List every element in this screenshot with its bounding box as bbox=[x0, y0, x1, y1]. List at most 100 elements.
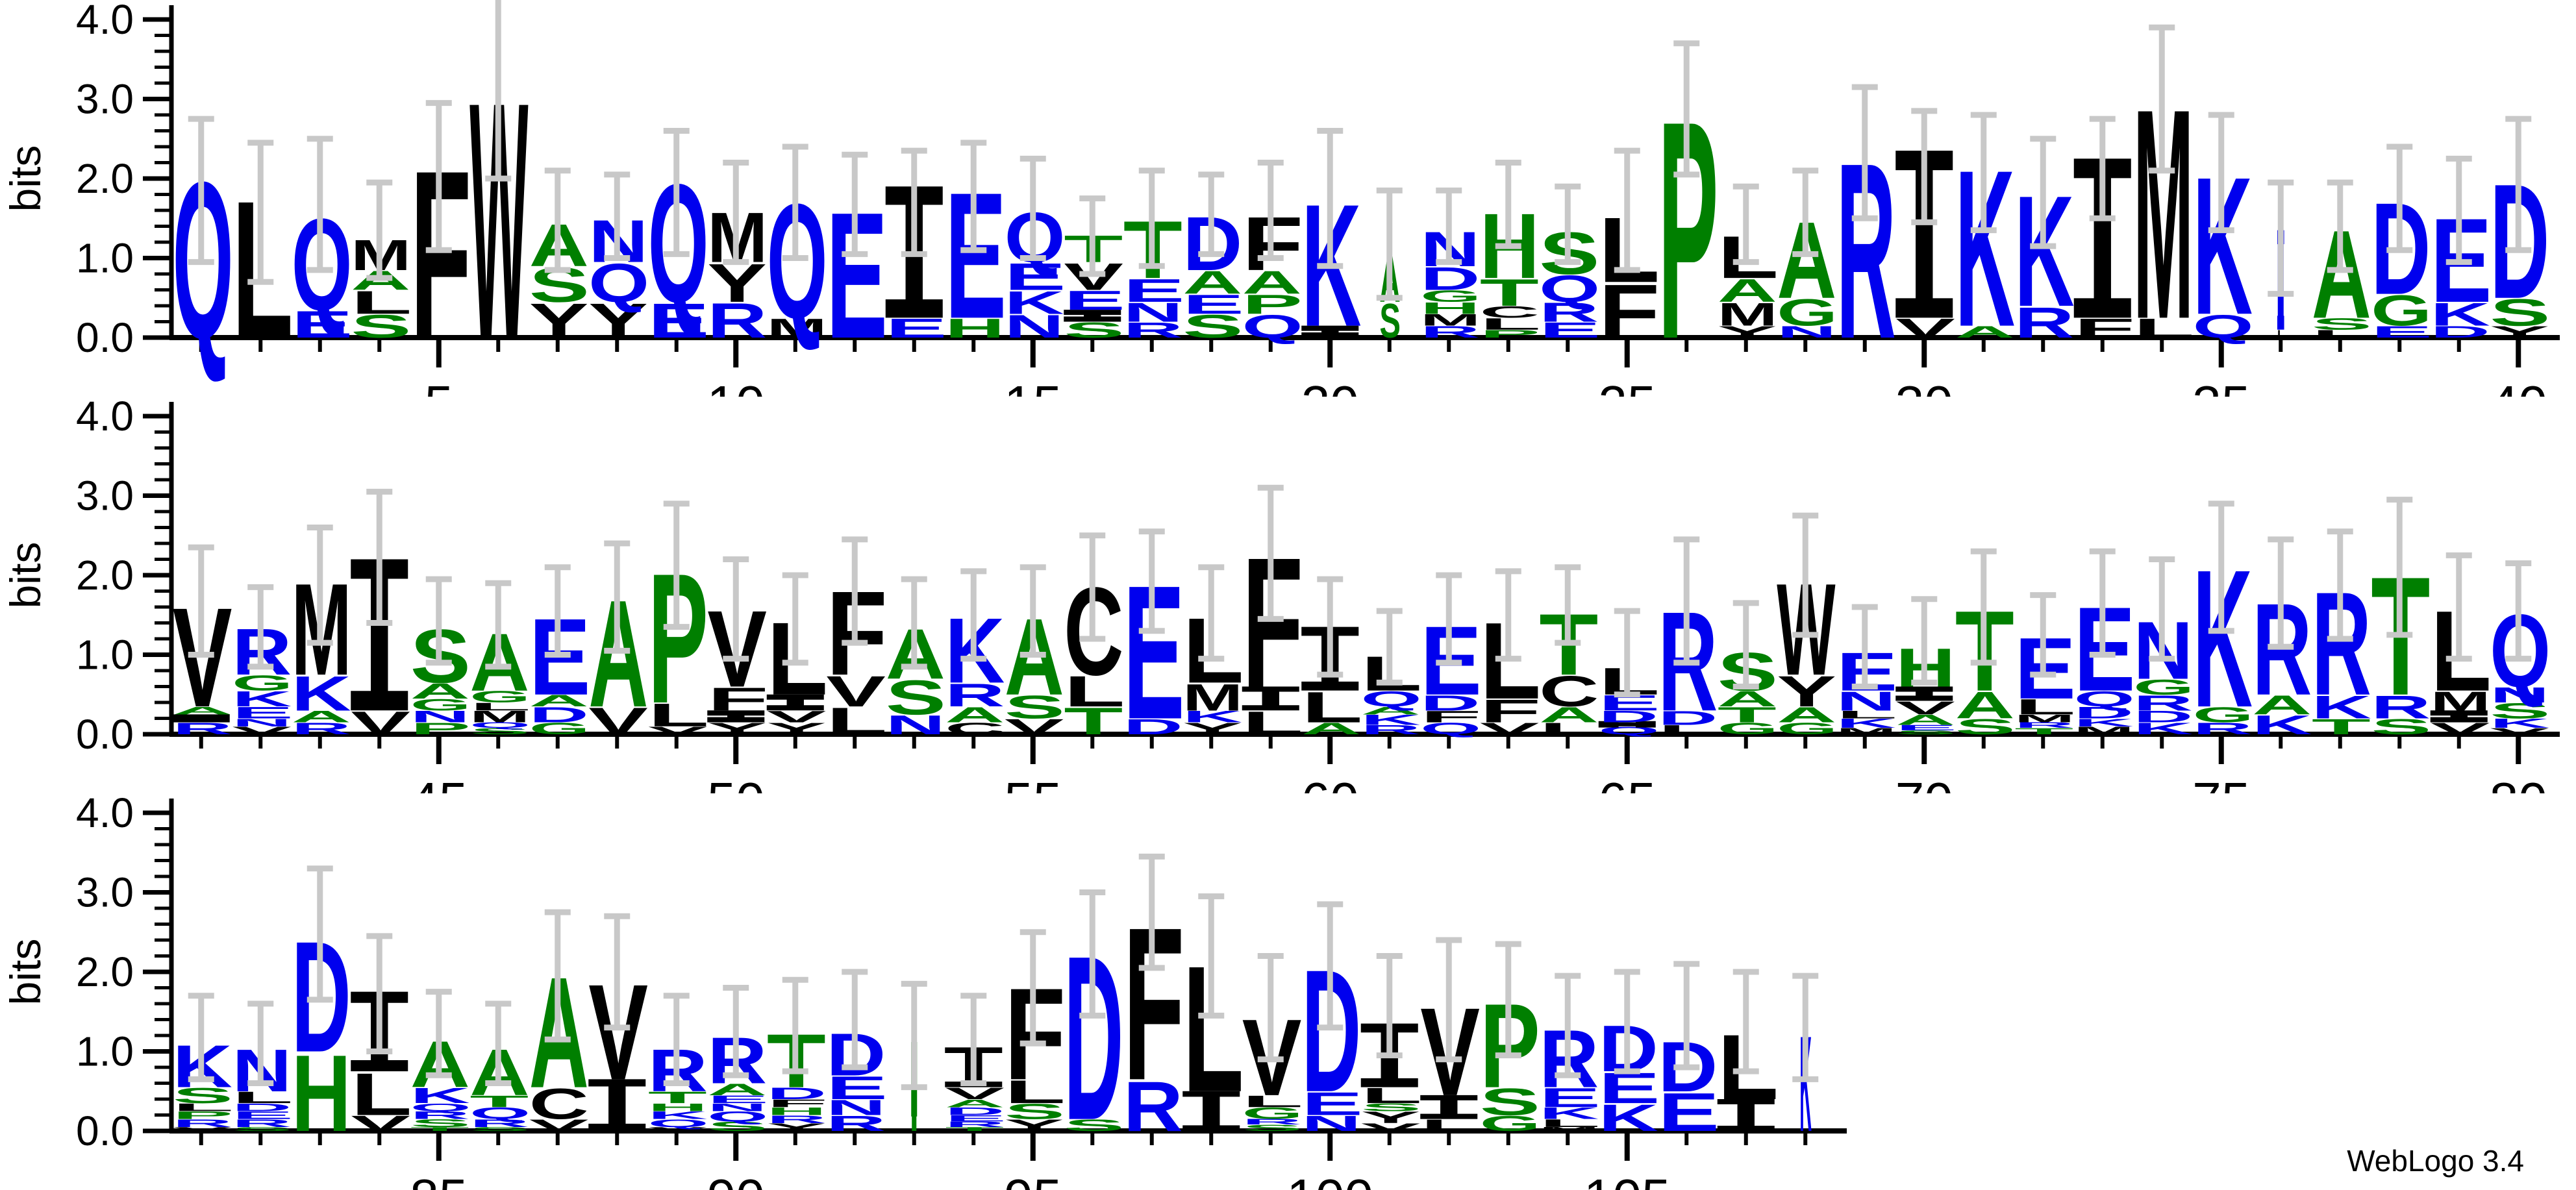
residue-letter-L: L bbox=[1539, 719, 1600, 738]
residue-letter-V: V bbox=[2431, 719, 2490, 738]
residue-letter-R: R bbox=[2133, 691, 2193, 715]
residue-letter-G: G bbox=[1480, 1111, 1541, 1136]
residue-letter-V: V bbox=[351, 704, 410, 741]
residue-letter-C: C bbox=[529, 1080, 589, 1128]
logo-column-53: NSA bbox=[886, 615, 946, 741]
residue-letter-G: G bbox=[2371, 286, 2432, 335]
x-tick-label: 10 bbox=[707, 375, 765, 397]
x-tick-label: 95 bbox=[1004, 1169, 1062, 1190]
residue-letter-A: A bbox=[1361, 704, 1421, 717]
residue-letter-H: H bbox=[1420, 299, 1480, 317]
residue-letter-V: V bbox=[529, 1116, 589, 1134]
error-bar bbox=[604, 913, 631, 1031]
residue-letter-N: N bbox=[826, 1095, 886, 1119]
residue-letter-Q: Q bbox=[1361, 687, 1422, 712]
residue-letter-G: G bbox=[410, 696, 471, 714]
residue-letter-S: S bbox=[886, 670, 946, 725]
error-bar bbox=[247, 140, 274, 285]
residue-letter-A: A bbox=[1539, 702, 1599, 726]
residue-letter-V: V bbox=[945, 1084, 1005, 1102]
error-bar bbox=[1376, 953, 1403, 1059]
y-tick-label: 2.0 bbox=[76, 948, 134, 995]
residue-letter-D: D bbox=[529, 702, 589, 726]
residue-letter-L: L bbox=[1064, 667, 1125, 716]
logo-column-100: NED bbox=[1301, 934, 1363, 1135]
residue-letter-F: F bbox=[2074, 313, 2135, 343]
x-tick-label: 15 bbox=[1004, 375, 1062, 397]
residue-letter-R: R bbox=[1123, 1067, 1183, 1146]
weblogo-version-label: WebLogo 3.4 bbox=[2347, 1144, 2524, 1178]
error-bar bbox=[544, 167, 571, 273]
residue-letter-S: S bbox=[351, 308, 411, 345]
residue-letter-G: G bbox=[1718, 719, 1779, 738]
y-tick-label: 1.0 bbox=[76, 235, 134, 282]
error-bar bbox=[2208, 112, 2234, 234]
residue-letter-Q: Q bbox=[469, 1104, 531, 1122]
residue-letter-K: K bbox=[648, 1109, 708, 1122]
residue-letter-Q: Q bbox=[1242, 308, 1303, 345]
residue-letter-I bbox=[1182, 1091, 1240, 1131]
logo-column-60: AL bbox=[1301, 626, 1363, 738]
residue-letter-G: G bbox=[1242, 1104, 1303, 1122]
residue-letter-A: A bbox=[529, 692, 589, 710]
y-tick-label: 3.0 bbox=[76, 869, 134, 916]
residue-letter-R: R bbox=[469, 1117, 529, 1130]
error-bar bbox=[2505, 560, 2532, 662]
residue-letter-S: S bbox=[1480, 1080, 1540, 1123]
error-bar bbox=[544, 909, 571, 1043]
residue-letter-G: G bbox=[2193, 702, 2254, 727]
x-tick-label: 25 bbox=[1598, 375, 1656, 397]
residue-letter-R: R bbox=[1123, 318, 1183, 342]
error-bar bbox=[1673, 961, 1700, 1071]
error-bar bbox=[485, 0, 512, 182]
residue-letter-V: V bbox=[1895, 313, 1955, 343]
error-bar bbox=[2327, 528, 2353, 642]
error-bar bbox=[1376, 187, 1403, 301]
logo-column-28: NGA bbox=[1777, 199, 1838, 341]
logo-column-73: MKDQE bbox=[2074, 582, 2136, 736]
error-bar bbox=[1257, 160, 1284, 261]
residue-letter-E: E bbox=[1005, 256, 1066, 299]
residue-letter-T: T bbox=[1718, 702, 1777, 727]
residue-letter-K: K bbox=[1539, 1104, 1599, 1122]
error-bar bbox=[1732, 183, 1759, 266]
residue-letter-L: L bbox=[1836, 709, 1897, 721]
residue-letter-E: E bbox=[292, 303, 353, 346]
logo-row-2: 0.01.02.03.04.0bitsRAVVNEKGRRAKMV45PNGAS… bbox=[0, 393, 2576, 830]
x-tick-label: 55 bbox=[1004, 772, 1062, 793]
sequence-logo-svg-row-3: 0.01.02.03.04.0bitsVRPLSKSREDLNHDVL85TSR… bbox=[1, 789, 1847, 1190]
error-bar bbox=[1614, 969, 1640, 1074]
x-tick-label: 105 bbox=[1584, 1169, 1670, 1190]
error-bar bbox=[1079, 889, 1106, 1019]
residue-letter-H: H bbox=[648, 1101, 708, 1113]
error-bar bbox=[1019, 155, 1046, 261]
logo-column-9: EQ bbox=[648, 149, 710, 349]
error-bar bbox=[1673, 40, 1700, 178]
logo-column-30: V bbox=[1895, 151, 1955, 343]
y-tick-label: 0.0 bbox=[76, 711, 134, 758]
residue-letter-T: T bbox=[648, 1088, 707, 1106]
y-axis-title: bits bbox=[1, 145, 49, 212]
residue-letter-V: V bbox=[826, 667, 886, 715]
residue-letter-N: N bbox=[1777, 323, 1836, 341]
residue-letter-V: V bbox=[648, 1126, 708, 1132]
residue-letter-L: L bbox=[232, 1089, 293, 1107]
residue-letter-I bbox=[1598, 721, 1656, 728]
residue-letter-S: S bbox=[2371, 715, 2431, 739]
logo-row-3: 0.01.02.03.04.0bitsVRPLSKSREDLNHDVL85TSR… bbox=[0, 789, 2576, 1190]
error-bar bbox=[247, 584, 274, 670]
residue-letter-A: A bbox=[2252, 690, 2312, 721]
error-bar bbox=[1970, 548, 1997, 666]
error-bar bbox=[782, 976, 808, 1074]
residue-letter-V: V bbox=[173, 1126, 232, 1132]
residue-letter-E: E bbox=[2371, 323, 2432, 341]
residue-letter-D: D bbox=[2133, 708, 2193, 726]
residue-letter-D: D bbox=[767, 1085, 827, 1103]
residue-letter-S: S bbox=[1955, 715, 2016, 739]
error-bar bbox=[2030, 592, 2057, 678]
residue-letter-D: D bbox=[1599, 708, 1658, 726]
residue-letter-Q: Q bbox=[648, 1117, 709, 1130]
residue-letter-T: T bbox=[469, 1092, 529, 1110]
error-bar bbox=[1019, 929, 1046, 1047]
